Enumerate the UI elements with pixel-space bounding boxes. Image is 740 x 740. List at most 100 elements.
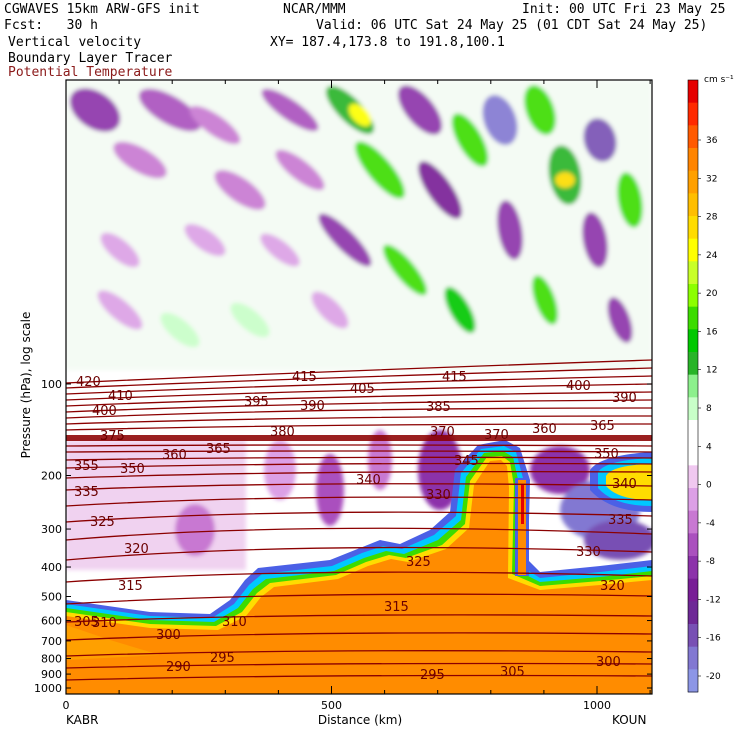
colorbar-swatch — [688, 442, 698, 466]
cross-section-xy: XY= 187.4,173.8 to 191.8,100.1 — [270, 35, 505, 50]
colorbar-label: 32 — [706, 174, 717, 184]
theta-label: 400 — [566, 379, 591, 394]
y-tick-label: 700 — [41, 635, 62, 648]
colorbar-labels: 36 32 28 24 20 16 12 8 4 0 -4 -8 -12 -16 -20 — [706, 136, 721, 682]
colorbar-swatch — [688, 125, 698, 149]
theta-label: 320 — [600, 579, 625, 594]
colorbar-label: 36 — [706, 136, 718, 146]
theta-label: 295 — [420, 668, 445, 683]
colorbar-label: 4 — [706, 442, 712, 452]
theta-label: 370 — [484, 428, 509, 443]
y-tick-label: 500 — [41, 590, 62, 603]
colorbar-swatch — [688, 80, 698, 104]
theta-label: 335 — [74, 485, 99, 500]
y-axis-label: Pressure (hPa), log scale — [19, 312, 33, 459]
theta-label: 330 — [576, 545, 601, 560]
colorbar-swatch — [688, 646, 698, 670]
colorbar-label: -4 — [706, 519, 715, 529]
colorbar-label: -12 — [706, 595, 721, 605]
theta-label: 325 — [90, 515, 115, 530]
y-tick-label: 900 — [41, 668, 62, 681]
colorbar-swatch — [688, 102, 698, 126]
colorbar-label: 20 — [706, 289, 718, 299]
colorbar-label: 16 — [706, 327, 718, 337]
theta-contours — [66, 359, 652, 681]
colorbar-swatch — [688, 306, 698, 330]
theta-label: 380 — [270, 425, 295, 440]
theta-label: 350 — [120, 462, 145, 477]
y-tick-label: 200 — [41, 470, 62, 483]
theta-label: 315 — [118, 579, 143, 594]
theta-label: 335 — [608, 513, 633, 528]
theta-label: 355 — [74, 459, 99, 474]
colorbar-swatch — [688, 420, 698, 444]
theta-label: 415 — [442, 370, 467, 385]
theta-label: 390 — [612, 391, 637, 406]
theta-label: 340 — [612, 477, 637, 492]
y-tick-label: 600 — [41, 615, 62, 628]
valid-time: Valid: 06 UTC Sat 24 May 25 (01 CDT Sat … — [316, 18, 708, 33]
colorbar-swatch — [688, 533, 698, 557]
colorbar-label: -20 — [706, 672, 721, 682]
station-right: KOUN — [612, 713, 646, 727]
theta-label: 305 — [500, 665, 525, 680]
colorbar-swatch — [688, 170, 698, 194]
colorbar-label: 28 — [706, 213, 718, 223]
station-left: KABR — [66, 713, 98, 727]
x-tick-label: 1000 — [583, 699, 611, 712]
colorbar-swatch — [688, 193, 698, 217]
y-tick-label: 1000 — [34, 682, 62, 695]
theta-label: 300 — [156, 628, 181, 643]
theta-label: 365 — [206, 442, 231, 457]
colorbar-swatch — [688, 601, 698, 625]
theta-label: 395 — [244, 395, 269, 410]
colorbar-label: 24 — [706, 251, 718, 261]
colorbar-swatch — [688, 284, 698, 308]
theta-label: 290 — [166, 660, 191, 675]
colorbar-swatch — [688, 669, 698, 693]
theta-label: 350 — [594, 447, 619, 462]
theta-label: 320 — [124, 542, 149, 557]
init-time: Init: 00 UTC Fri 23 May 25 — [522, 2, 726, 17]
theta-label: 360 — [532, 422, 557, 437]
colorbar — [687, 79, 701, 693]
colorbar-swatch — [688, 465, 698, 489]
colorbar-swatch — [688, 148, 698, 172]
colorbar-swatch — [688, 510, 698, 534]
forecast-hour: Fcst: 30 h — [4, 18, 98, 33]
plot-frame — [65, 79, 653, 695]
theta-label: 375 — [100, 429, 125, 444]
colorbar-unit: cm s⁻¹ — [704, 75, 734, 85]
y-tick-label: 100 — [41, 378, 62, 391]
colorbar-label: -8 — [706, 557, 715, 567]
theta-label: 315 — [384, 600, 409, 615]
y-tick-label: 800 — [41, 653, 62, 666]
x-axis: 0 500 1000 — [63, 80, 651, 712]
theta-label: 390 — [300, 399, 325, 414]
colorbar-label: 8 — [706, 404, 712, 414]
gravity-wave-field — [66, 80, 652, 570]
theta-label: 415 — [292, 370, 317, 385]
theta-label: 305 — [74, 615, 99, 630]
y-tick-label: 300 — [41, 523, 62, 536]
theta-label: 365 — [590, 419, 615, 434]
theta-label: 310 — [92, 616, 117, 631]
field-vertical-velocity: Vertical velocity — [8, 35, 142, 50]
org-label: NCAR/MMM — [283, 2, 346, 17]
colorbar-swatch — [688, 238, 698, 262]
theta-label: 405 — [350, 382, 375, 397]
field-boundary-layer-tracer: Boundary Layer Tracer — [8, 51, 173, 66]
colorbar-swatch — [688, 216, 698, 240]
theta-label: 400 — [92, 404, 117, 419]
model-title: CGWAVES 15km ARW-GFS init — [4, 2, 200, 17]
colorbar-swatch — [688, 556, 698, 580]
boundary-layer-rim — [66, 440, 652, 694]
theta-label: 340 — [356, 473, 381, 488]
theta-label: 385 — [426, 400, 451, 415]
colorbar-swatch — [688, 374, 698, 398]
theta-label: 330 — [426, 488, 451, 503]
colorbar-swatch — [688, 397, 698, 421]
